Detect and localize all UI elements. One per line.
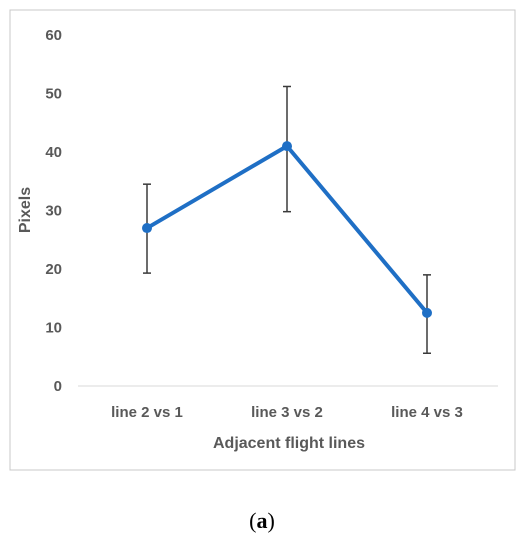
y-tick-label: 40 (45, 144, 62, 161)
x-axis-title: Adjacent flight lines (213, 435, 365, 452)
y-axis-ticks: 0 10 20 30 40 50 60 (45, 27, 62, 395)
chart-frame (9, 9, 516, 471)
x-tick-label: line 3 vs 2 (251, 404, 323, 421)
data-point (142, 223, 152, 234)
y-tick-label: 10 (45, 320, 62, 337)
caption-letter: a (257, 508, 268, 533)
data-point (422, 307, 432, 318)
x-tick-label: line 4 vs 3 (391, 404, 463, 421)
y-tick-label: 30 (45, 203, 62, 220)
y-tick-label: 50 (45, 86, 62, 103)
data-point (282, 141, 292, 152)
x-axis-ticks: line 2 vs 1 line 3 vs 2 line 4 vs 3 (111, 404, 463, 421)
y-tick-label: 0 (54, 378, 62, 395)
caption-close-paren: ) (268, 508, 275, 533)
figure-caption: (a) (249, 508, 275, 533)
y-tick-label: 20 (45, 261, 62, 278)
y-axis-title: Pixels (17, 187, 34, 233)
x-tick-label: line 2 vs 1 (111, 404, 183, 421)
y-tick-label: 60 (45, 27, 62, 44)
caption-open-paren: ( (249, 508, 256, 533)
data-points (142, 141, 432, 318)
